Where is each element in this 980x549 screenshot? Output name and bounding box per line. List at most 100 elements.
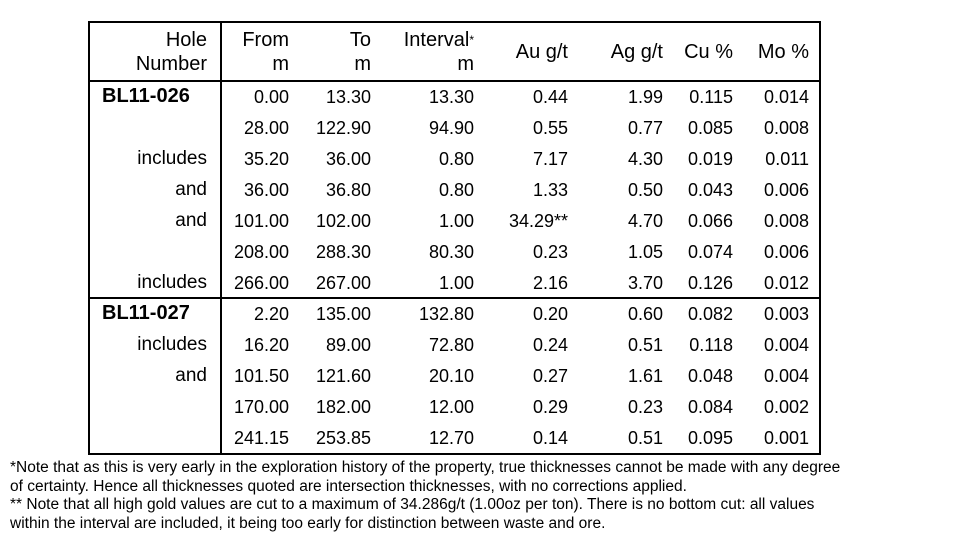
cell-au: 0.23 xyxy=(532,242,568,262)
header-from: From m xyxy=(242,29,289,75)
cell-cu: 0.084 xyxy=(687,397,733,417)
cell-from: 241.15 xyxy=(233,428,289,448)
cell-interval: 0.80 xyxy=(438,180,474,200)
cell-mo: 0.006 xyxy=(763,180,809,200)
header-hole: Hole Number xyxy=(135,29,207,75)
cell-cu: 0.019 xyxy=(687,149,733,169)
cell-from: 36.00 xyxy=(243,180,289,200)
cell-cu: 0.095 xyxy=(687,428,733,448)
cell-to: 121.60 xyxy=(315,366,371,386)
cell-au: 0.24 xyxy=(532,335,568,355)
cell-mo: 0.008 xyxy=(763,211,809,231)
cell-au: 34.29** xyxy=(508,211,568,231)
cell-from: 101.50 xyxy=(233,366,289,386)
cell-mo: 0.004 xyxy=(763,366,809,386)
cell-to: 89.00 xyxy=(325,335,371,355)
cell-ag: 1.99 xyxy=(627,87,663,107)
cell-mo: 0.001 xyxy=(763,428,809,448)
cell-interval: 1.00 xyxy=(438,273,474,293)
cell-ag: 0.51 xyxy=(627,428,663,448)
cell-mo: 0.002 xyxy=(763,397,809,417)
row-label: includes xyxy=(137,272,207,293)
row-label: and xyxy=(175,179,207,200)
cell-au: 0.27 xyxy=(532,366,568,386)
group-divider xyxy=(90,297,819,299)
cell-cu: 0.043 xyxy=(687,180,733,200)
cell-from: 208.00 xyxy=(233,242,289,262)
cell-mo: 0.008 xyxy=(763,118,809,138)
cell-mo: 0.012 xyxy=(763,273,809,293)
cell-au: 0.44 xyxy=(532,87,568,107)
cell-ag: 1.61 xyxy=(627,366,663,386)
cell-cu: 0.085 xyxy=(687,118,733,138)
cell-au: 0.14 xyxy=(532,428,568,448)
cell-cu: 0.118 xyxy=(689,335,733,355)
cell-from: 266.00 xyxy=(233,273,289,293)
cell-from: 2.20 xyxy=(253,304,289,324)
cell-mo: 0.014 xyxy=(763,87,809,107)
row-label: and xyxy=(175,210,207,231)
footnote-line: of certainty. Hence all thicknesses quot… xyxy=(10,477,687,495)
cell-cu: 0.126 xyxy=(687,273,733,293)
cell-from: 170.00 xyxy=(233,397,289,417)
cell-interval: 132.80 xyxy=(418,304,474,324)
cell-mo: 0.003 xyxy=(763,304,809,324)
footnote-line: within the interval are included, it bei… xyxy=(10,514,606,532)
cell-from: 28.00 xyxy=(243,118,289,138)
cell-from: 101.00 xyxy=(233,211,289,231)
footnotes: *Note that as this is very early in the … xyxy=(10,459,975,533)
cell-to: 267.00 xyxy=(315,273,371,293)
cell-au: 0.55 xyxy=(532,118,568,138)
cell-au: 0.20 xyxy=(532,304,568,324)
cell-interval: 0.80 xyxy=(438,149,474,169)
cell-ag: 1.05 xyxy=(627,242,663,262)
cell-to: 36.00 xyxy=(325,149,371,169)
header-ag: Ag g/t xyxy=(610,41,663,63)
column-divider xyxy=(220,23,222,453)
cell-cu: 0.066 xyxy=(687,211,733,231)
cell-to: 122.90 xyxy=(315,118,371,138)
cell-cu: 0.074 xyxy=(687,242,733,262)
cell-cu: 0.048 xyxy=(687,366,733,386)
cell-ag: 0.60 xyxy=(627,304,663,324)
cell-from: 0.00 xyxy=(253,87,289,107)
cell-au: 2.16 xyxy=(532,273,568,293)
cell-interval: 1.00 xyxy=(438,211,474,231)
cell-from: 35.20 xyxy=(243,149,289,169)
cell-cu: 0.082 xyxy=(687,304,733,324)
cell-interval: 12.70 xyxy=(428,428,474,448)
cell-interval: 20.10 xyxy=(428,366,474,386)
cell-mo: 0.006 xyxy=(763,242,809,262)
cell-from: 16.20 xyxy=(243,335,289,355)
cell-interval: 72.80 xyxy=(428,335,474,355)
header-to: To m xyxy=(349,29,371,75)
cell-interval: 94.90 xyxy=(428,118,474,138)
cell-ag: 0.51 xyxy=(627,335,663,355)
header-cu: Cu % xyxy=(684,41,733,63)
assay-table: Hole Number From m To m Interval* m Au g/t A… xyxy=(88,21,821,455)
cell-to: 36.80 xyxy=(325,180,371,200)
cell-to: 182.00 xyxy=(315,397,371,417)
row-label: and xyxy=(175,365,207,386)
cell-interval: 80.30 xyxy=(428,242,474,262)
footnote-line: ** Note that all high gold values are cu… xyxy=(10,496,815,513)
header-divider xyxy=(90,80,819,82)
cell-ag: 0.23 xyxy=(627,397,663,417)
header-mo: Mo % xyxy=(757,41,809,63)
cell-au: 0.29 xyxy=(532,397,568,417)
hole-number: BL11-026 xyxy=(102,85,190,107)
row-label: includes xyxy=(137,334,207,355)
cell-ag: 0.77 xyxy=(627,118,663,138)
cell-ag: 3.70 xyxy=(627,273,663,293)
cell-ag: 4.70 xyxy=(627,211,663,231)
header-au: Au g/t xyxy=(515,41,568,63)
cell-interval: 13.30 xyxy=(428,87,474,107)
cell-ag: 4.30 xyxy=(627,149,663,169)
cell-to: 253.85 xyxy=(315,428,371,448)
cell-au: 1.33 xyxy=(532,180,568,200)
header-interval: Interval* m xyxy=(403,29,474,75)
cell-to: 102.00 xyxy=(315,211,371,231)
cell-to: 288.30 xyxy=(315,242,371,262)
cell-mo: 0.011 xyxy=(765,149,809,169)
cell-to: 13.30 xyxy=(325,87,371,107)
